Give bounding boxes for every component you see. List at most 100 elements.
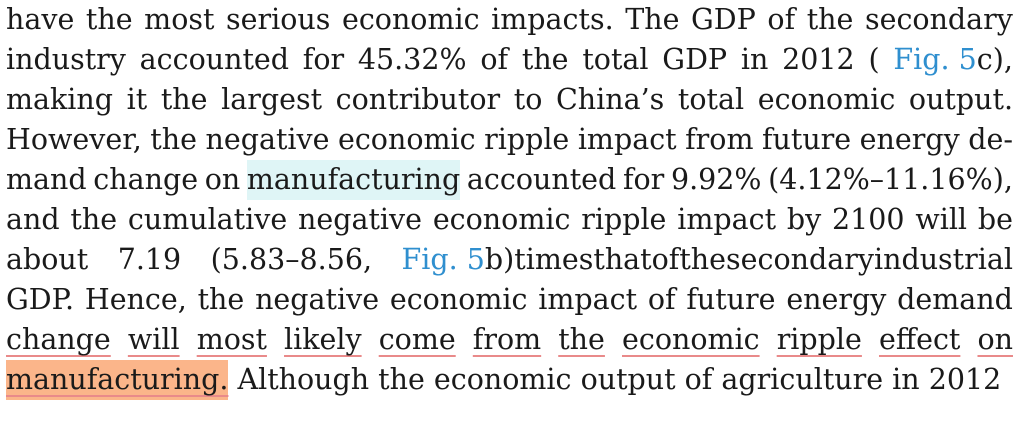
- text-segment: GDP.: [6, 283, 75, 316]
- word: have: [6, 3, 75, 36]
- word: de-: [968, 123, 1013, 156]
- word: ripple: [484, 123, 570, 156]
- word: ripple: [776, 323, 862, 356]
- word: output.: [908, 83, 1013, 116]
- word: the: [521, 43, 569, 76]
- word: (4.12%–11.16%),: [768, 163, 1013, 196]
- text-line: industry accounted for 45.32% of the total GDP i…: [6, 40, 1013, 80]
- word: economic: [432, 203, 571, 236]
- word: total: [677, 83, 745, 116]
- word: 2012: [782, 43, 855, 76]
- text-line: However, the negative economic ripple impact f…: [6, 120, 1013, 160]
- figure-link[interactable]: Fig. 5: [893, 43, 977, 76]
- word: from: [472, 323, 542, 356]
- word: of: [480, 43, 509, 76]
- text-line: making it the largest contributor to China’s to…: [6, 80, 1013, 120]
- word: from: [685, 123, 754, 156]
- word: demand: [897, 283, 1013, 316]
- word: the: [85, 3, 133, 36]
- word: total: [582, 43, 649, 76]
- word: 7.19: [117, 243, 182, 276]
- text-line: have the most serious economic impacts. The GDP…: [6, 0, 1013, 40]
- word: cumulative: [127, 203, 288, 236]
- word: and: [6, 203, 60, 236]
- word: on: [204, 163, 241, 196]
- word: accounted: [139, 43, 290, 76]
- word: will: [915, 203, 968, 236]
- word: industry: [6, 43, 126, 76]
- word: future: [761, 123, 852, 156]
- word: most: [144, 3, 215, 36]
- word: be: [977, 203, 1013, 236]
- text-segment: c),: [976, 43, 1013, 76]
- word: the: [679, 243, 727, 276]
- word: GDP: [662, 43, 728, 76]
- word: contributor: [335, 83, 501, 116]
- word: secondary: [726, 243, 874, 276]
- word: China’s: [556, 83, 665, 116]
- word: of: [651, 243, 680, 276]
- word: change: [6, 323, 111, 356]
- word: economic: [757, 83, 896, 116]
- text-line: GDP. Hence, the negative economic impact of fu…: [6, 280, 1013, 320]
- word: GDP: [691, 3, 756, 36]
- word: the: [160, 83, 208, 116]
- word: in: [740, 43, 769, 76]
- word: making: [6, 83, 114, 116]
- word: mand: [6, 163, 87, 196]
- word: about: [6, 243, 89, 276]
- underlined-annotation: change will most likely come from the economic r…: [6, 320, 1013, 360]
- word: most: [196, 323, 267, 356]
- word: energy: [859, 123, 960, 156]
- word: secondary: [864, 3, 1013, 36]
- word: the: [150, 123, 197, 156]
- word: economic: [622, 323, 760, 356]
- word: 2100: [831, 203, 905, 236]
- word: impact: [677, 203, 777, 236]
- word: times: [514, 243, 594, 276]
- word: Hence,: [84, 283, 187, 316]
- word: The: [625, 3, 680, 36]
- word: will: [127, 323, 180, 356]
- word: that: [593, 243, 652, 276]
- word: come: [378, 323, 456, 356]
- figure-link[interactable]: Fig. 5: [401, 243, 485, 276]
- paper-paragraph: have the most serious economic impacts. The GDP…: [6, 0, 1013, 400]
- word: negative: [255, 283, 380, 316]
- highlighted-term: manufacturing.: [6, 360, 229, 400]
- word: likely: [284, 323, 362, 356]
- word: impacts.: [491, 3, 614, 36]
- highlighted-term: manufacturing: [246, 160, 461, 200]
- word: (5.83–8.56,: [210, 243, 373, 276]
- text-line: about 7.19 (5.83–8.56, Fig. 5b)timesthatof…: [6, 240, 1013, 280]
- word: change: [93, 163, 199, 196]
- word: the: [70, 203, 118, 236]
- word: on: [977, 323, 1013, 356]
- word: industrial: [873, 243, 1013, 276]
- word: to: [513, 83, 543, 116]
- word: (: [868, 43, 880, 76]
- word: the: [197, 283, 245, 316]
- word: largest: [221, 83, 323, 116]
- word: it: [126, 83, 148, 116]
- word: serious: [226, 3, 331, 36]
- word: economic: [389, 283, 528, 316]
- word: negative: [205, 123, 330, 156]
- word: accounted: [466, 163, 617, 196]
- word: impact: [577, 123, 677, 156]
- word: the: [558, 323, 605, 356]
- text-line: and the cumulative negative economic ripple im…: [6, 200, 1013, 240]
- word: by: [786, 203, 822, 236]
- word: ripple: [581, 203, 667, 236]
- word: impact: [538, 283, 638, 316]
- word: of: [767, 3, 796, 36]
- text-line: mand change on manufacturing accounted for 9…: [6, 160, 1013, 200]
- word: the: [806, 3, 854, 36]
- word: However,: [6, 123, 142, 156]
- word: for: [622, 163, 665, 196]
- word: negative: [298, 203, 423, 236]
- word: 9.92%: [670, 163, 762, 196]
- word: of: [647, 283, 676, 316]
- word: effect: [878, 323, 961, 356]
- word: for: [302, 43, 345, 76]
